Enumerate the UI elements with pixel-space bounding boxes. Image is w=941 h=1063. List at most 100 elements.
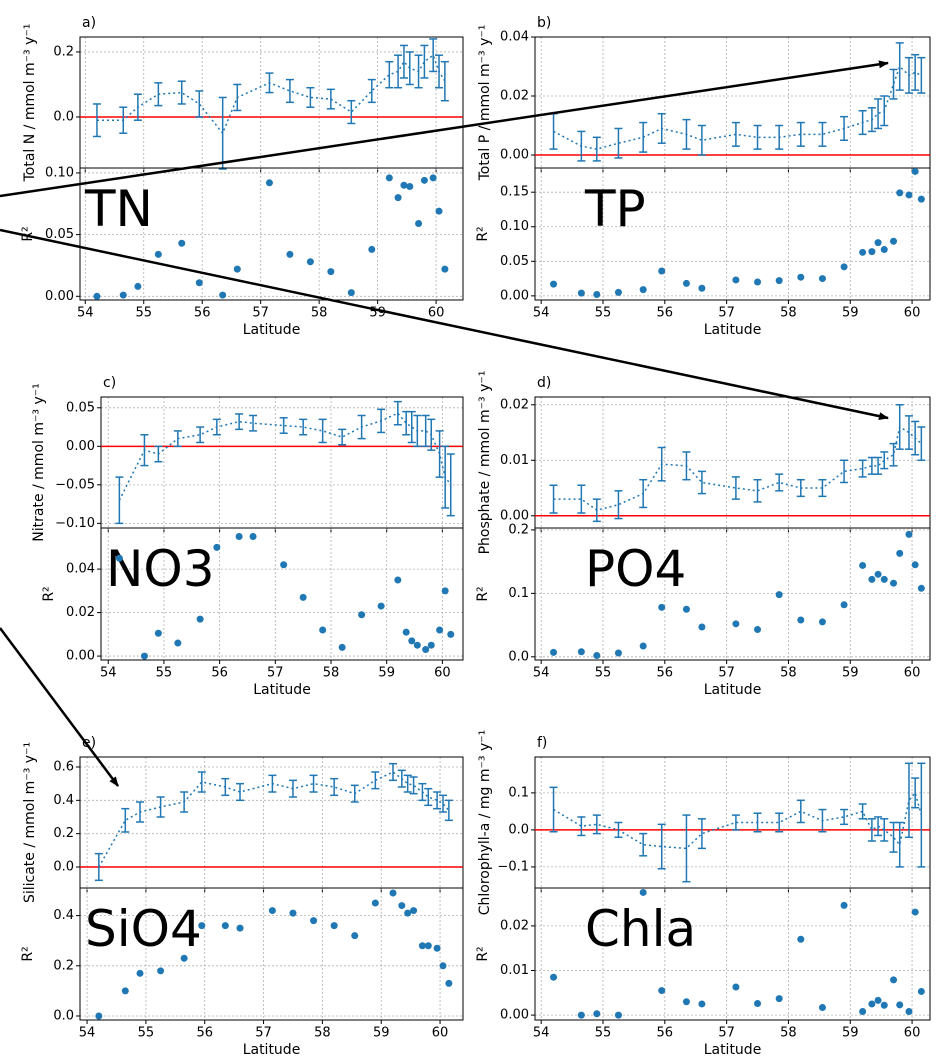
point [868, 248, 876, 256]
point [577, 648, 585, 656]
point [896, 1001, 904, 1009]
point [236, 924, 244, 932]
r2-axes: 54 55 56 57 58 59 60 0.00 0.02 0.04 R² Latitude NO3 [41, 527, 464, 698]
point [593, 652, 601, 660]
y-tick-label: 0.0 [508, 649, 529, 664]
point [896, 549, 904, 557]
annotation: PO4 [585, 540, 686, 598]
x-tick-label: 58 [780, 306, 797, 321]
x-tick-label: 58 [780, 1026, 797, 1041]
x-tick-label: 57 [718, 666, 735, 681]
trend-axes: −0.10 −0.05 0.00 0.05 c) Nitrate / mmol m⁻³ y… [31, 375, 464, 542]
point [890, 976, 898, 984]
x-tick-label: 59 [373, 1026, 390, 1041]
point [917, 195, 925, 203]
x-tick-label: 55 [595, 1026, 612, 1041]
point [140, 652, 148, 660]
x-axis-label: Latitude [704, 682, 762, 698]
point [880, 575, 888, 583]
point [157, 967, 165, 975]
axes-frame [534, 396, 931, 529]
point [818, 618, 826, 626]
y-axis-label: Phosphate / mmol m⁻³ y⁻¹ [477, 371, 493, 555]
point [441, 587, 449, 595]
point [368, 245, 376, 253]
y-tick-label: 0.02 [500, 397, 529, 412]
point [219, 291, 227, 299]
point [639, 642, 647, 650]
point [639, 286, 647, 294]
point [818, 275, 826, 283]
point [698, 1000, 706, 1008]
point [180, 954, 188, 962]
point [358, 611, 366, 619]
point [119, 291, 127, 299]
y-tick-label: −0.05 [55, 477, 95, 492]
point [306, 258, 314, 266]
y-tick-label: 0.05 [45, 227, 74, 242]
point [371, 899, 379, 907]
x-tick-label: 60 [904, 306, 921, 321]
point [905, 191, 913, 199]
point [408, 637, 416, 645]
point [415, 220, 423, 228]
r2-axes: 54 55 56 57 58 59 60 0.0 0.2 0.4 R² Latitude SiO4 [20, 887, 464, 1058]
point [435, 207, 443, 215]
point [178, 239, 186, 247]
panel-label: a) [82, 15, 96, 31]
axes-frame [534, 36, 931, 169]
x-tick-label: 54 [533, 1026, 550, 1041]
y-tick-label: 0.10 [500, 219, 529, 234]
y-tick-label: 0.15 [500, 185, 529, 200]
axes-frame [79, 887, 464, 1021]
panel-label: b) [537, 15, 551, 31]
x-axis-label: Latitude [253, 682, 311, 698]
x-tick-label: 56 [657, 666, 674, 681]
point [235, 532, 243, 540]
point [436, 626, 444, 634]
x-axis-label: Latitude [243, 1042, 301, 1058]
point [797, 616, 805, 624]
point [433, 944, 441, 952]
point [400, 181, 408, 189]
y-tick-label: −0.10 [55, 516, 95, 531]
x-tick-label: 57 [718, 1026, 735, 1041]
point [221, 922, 229, 930]
point [682, 279, 690, 287]
r2-axes: 54 55 56 57 58 59 60 0.00 0.05 0.10 0.15 R² Latitude… [475, 167, 931, 338]
x-tick-label: 59 [842, 666, 859, 681]
point [154, 250, 162, 258]
point [698, 623, 706, 631]
point [385, 174, 393, 182]
point [319, 626, 327, 634]
axes-frame [100, 396, 464, 529]
x-tick-label: 60 [434, 666, 451, 681]
point [445, 979, 453, 987]
point [406, 183, 414, 191]
point [420, 176, 428, 184]
trend-line [553, 65, 922, 150]
y-tick-label: 0.2 [53, 826, 74, 841]
y-tick-label: 0.00 [500, 148, 529, 163]
y-tick-label: 0.0 [53, 1008, 74, 1023]
point [614, 1011, 622, 1019]
point [195, 279, 203, 287]
x-tick-label: 60 [428, 306, 445, 321]
y-tick-label: 0.00 [500, 508, 529, 523]
point [280, 561, 288, 569]
point [658, 267, 666, 275]
point [754, 278, 762, 286]
point [550, 648, 558, 656]
point [593, 1010, 601, 1018]
annotation: TN [84, 180, 153, 238]
r2-axes: 54 55 56 57 58 59 60 0.00 0.01 0.02 R² Latitude Chla [475, 887, 931, 1058]
x-axis-label: Latitude [704, 1042, 762, 1058]
point [268, 907, 276, 915]
point [413, 641, 421, 649]
point [911, 908, 919, 916]
y-tick-label: 0.4 [53, 908, 74, 923]
point [289, 909, 297, 917]
axes-frame [79, 167, 464, 301]
x-tick-label: 56 [196, 1026, 213, 1041]
point [874, 996, 882, 1004]
